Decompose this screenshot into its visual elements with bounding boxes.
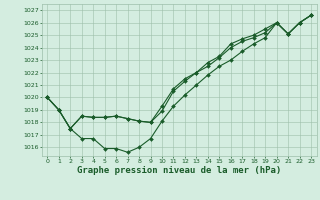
X-axis label: Graphe pression niveau de la mer (hPa): Graphe pression niveau de la mer (hPa) <box>77 166 281 175</box>
